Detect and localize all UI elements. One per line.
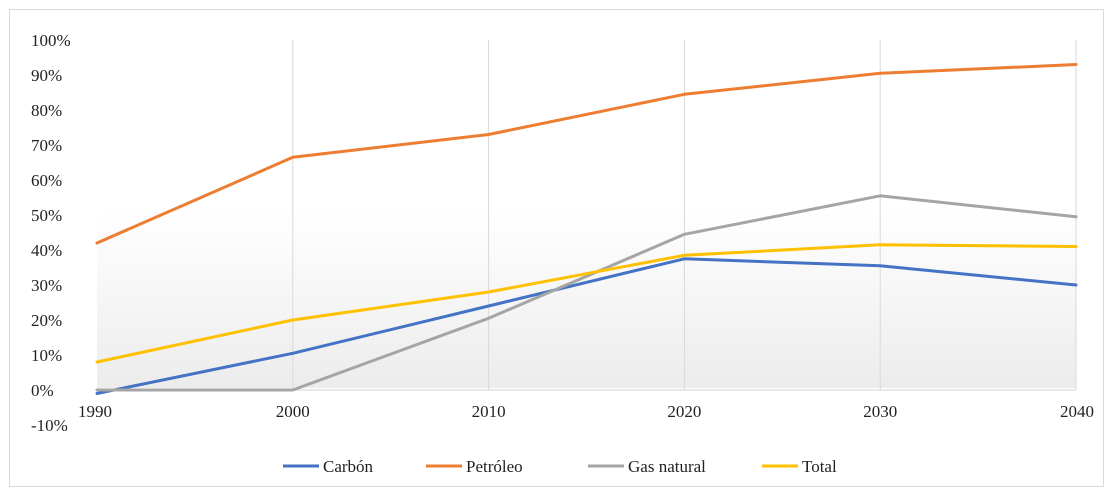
- series-line-gas-natural: [95, 194, 1078, 392]
- legend: Carbón Petróleo Gas natural Total: [283, 457, 837, 476]
- y-tick-label: 80%: [31, 101, 62, 120]
- series-line-carb-n: [95, 257, 1078, 395]
- series-lines: [95, 63, 1078, 395]
- y-tick-label: 10%: [31, 346, 62, 365]
- x-tick-label: 2040: [1060, 402, 1094, 421]
- legend-label: Carbón: [323, 457, 374, 476]
- x-tick-label: 2030: [863, 402, 897, 421]
- x-tick-label: 2000: [276, 402, 310, 421]
- y-tick-label: 20%: [31, 311, 62, 330]
- y-tick-label: 90%: [31, 66, 62, 85]
- y-tick-label: 50%: [31, 206, 62, 225]
- legend-label: Gas natural: [628, 457, 706, 476]
- y-tick-label: 30%: [31, 276, 62, 295]
- grid-lines: [292, 40, 1077, 390]
- series-line-total: [95, 243, 1078, 364]
- series-line-petr-leo: [95, 63, 1078, 245]
- x-tick-label: 1990: [78, 402, 112, 421]
- x-tick-label: 2010: [472, 402, 506, 421]
- plot-area: [97, 115, 1076, 388]
- y-tick-label: 100%: [31, 31, 71, 50]
- y-tick-label: 70%: [31, 136, 62, 155]
- y-tick-label: 0%: [31, 381, 54, 400]
- x-tick-label: 2020: [667, 402, 701, 421]
- legend-label: Petróleo: [466, 457, 523, 476]
- legend-label: Total: [802, 457, 837, 476]
- y-tick-label: 40%: [31, 241, 62, 260]
- y-tick-label: -10%: [31, 416, 68, 435]
- y-tick-label: 60%: [31, 171, 62, 190]
- axes: -10% 0% 10% 20% 30% 40% 50% 60% 70% 80% 90% 100% 199…: [31, 31, 1094, 435]
